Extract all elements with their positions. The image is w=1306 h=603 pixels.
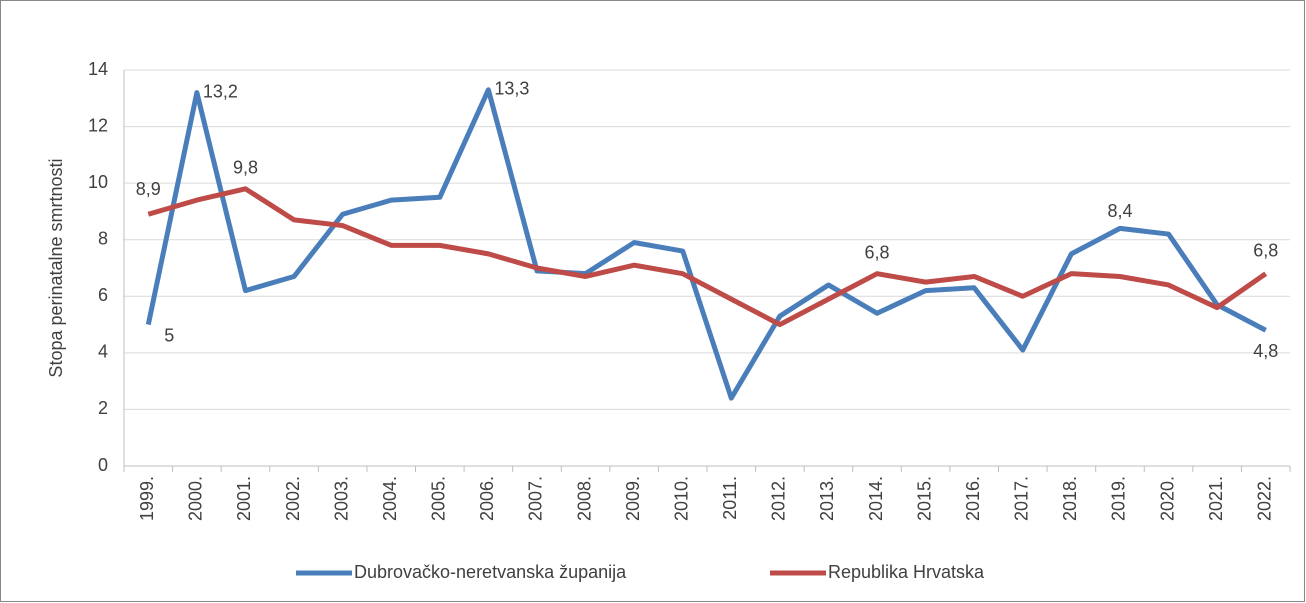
- x-tick-label: 2021.: [1206, 476, 1226, 521]
- legend-label: Dubrovačko-neretvanska županija: [354, 562, 627, 582]
- x-tick-label: 2019.: [1109, 476, 1129, 521]
- data-label: 6,8: [865, 242, 890, 262]
- y-tick-label: 0: [98, 455, 108, 475]
- y-tick-label: 4: [98, 342, 108, 362]
- x-tick-label: 2018.: [1060, 476, 1080, 521]
- data-label: 4,8: [1253, 341, 1278, 361]
- data-label: 9,8: [233, 158, 258, 178]
- x-tick-label: 2009.: [623, 476, 643, 521]
- data-label: 13,2: [203, 81, 238, 101]
- x-tick-label: 2016.: [963, 476, 983, 521]
- x-tick-label: 2011.: [720, 476, 740, 520]
- x-tick-label: 2006.: [477, 476, 497, 521]
- data-label: 6,8: [1253, 240, 1278, 260]
- legend-label: Republika Hrvatska: [828, 562, 985, 582]
- y-tick-label: 8: [98, 228, 108, 248]
- data-label: 8,9: [136, 179, 161, 199]
- data-label: 8,4: [1107, 201, 1132, 221]
- x-tick-label: 2005.: [429, 476, 449, 521]
- x-tick-label: 2022.: [1254, 476, 1274, 521]
- y-tick-label: 6: [98, 285, 108, 305]
- x-tick-label: 2002.: [283, 476, 303, 521]
- x-tick-label: 2020.: [1157, 476, 1177, 521]
- x-tick-label: 2017.: [1012, 476, 1032, 521]
- x-tick-label: 2008.: [574, 476, 594, 521]
- x-tick-label: 2004.: [380, 476, 400, 521]
- y-axis-label: Stopa perinatalne smrtnosti: [46, 158, 66, 377]
- y-tick-label: 10: [88, 172, 108, 192]
- x-tick-label: 2010.: [671, 476, 691, 521]
- data-label: 13,3: [494, 79, 529, 99]
- x-tick-label: 2013.: [817, 476, 837, 521]
- x-tick-label: 1999.: [137, 476, 157, 521]
- data-label: 5: [164, 325, 174, 345]
- series-line: [147, 186, 1268, 328]
- x-tick-label: 2003.: [331, 476, 351, 521]
- x-tick-label: 2014.: [866, 476, 886, 521]
- x-tick-label: 2001.: [234, 476, 254, 521]
- x-tick-label: 2000.: [186, 476, 206, 521]
- x-tick-label: 2015.: [914, 476, 934, 521]
- y-tick-label: 14: [88, 59, 108, 79]
- y-tick-label: 12: [88, 115, 108, 135]
- y-tick-label: 2: [98, 398, 108, 418]
- x-tick-label: 2012.: [769, 476, 789, 521]
- x-tick-label: 2007.: [526, 476, 546, 521]
